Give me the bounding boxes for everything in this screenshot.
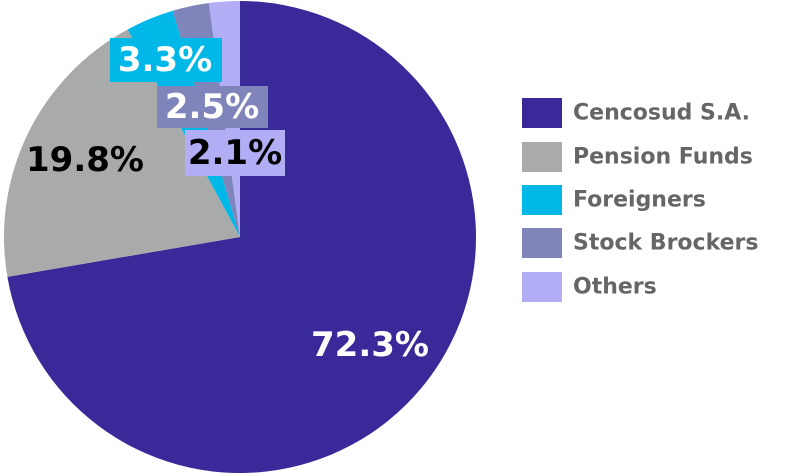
legend-label: Foreigners bbox=[573, 188, 706, 213]
pie-slice bbox=[7, 1, 477, 473]
legend-label: Cencosud S.A. bbox=[573, 101, 750, 126]
legend-swatch bbox=[522, 228, 562, 258]
legend-label: Pension Funds bbox=[573, 145, 753, 170]
legend-swatch bbox=[522, 98, 562, 128]
data-label: 72.3% bbox=[311, 325, 429, 365]
data-label: 19.8% bbox=[26, 140, 144, 180]
data-label: 2.5% bbox=[165, 87, 259, 127]
legend-label: Stock Brockers bbox=[573, 231, 759, 256]
pie-slice bbox=[3, 29, 240, 277]
legend-label: Others bbox=[573, 275, 657, 300]
data-label: 2.1% bbox=[188, 133, 282, 173]
label-box bbox=[110, 38, 222, 82]
label-box bbox=[157, 86, 268, 128]
legend-swatch bbox=[522, 142, 562, 172]
legend-swatch bbox=[522, 185, 562, 215]
data-label: 3.3% bbox=[118, 40, 212, 80]
label-box bbox=[185, 130, 285, 176]
legend-swatch bbox=[522, 272, 562, 302]
